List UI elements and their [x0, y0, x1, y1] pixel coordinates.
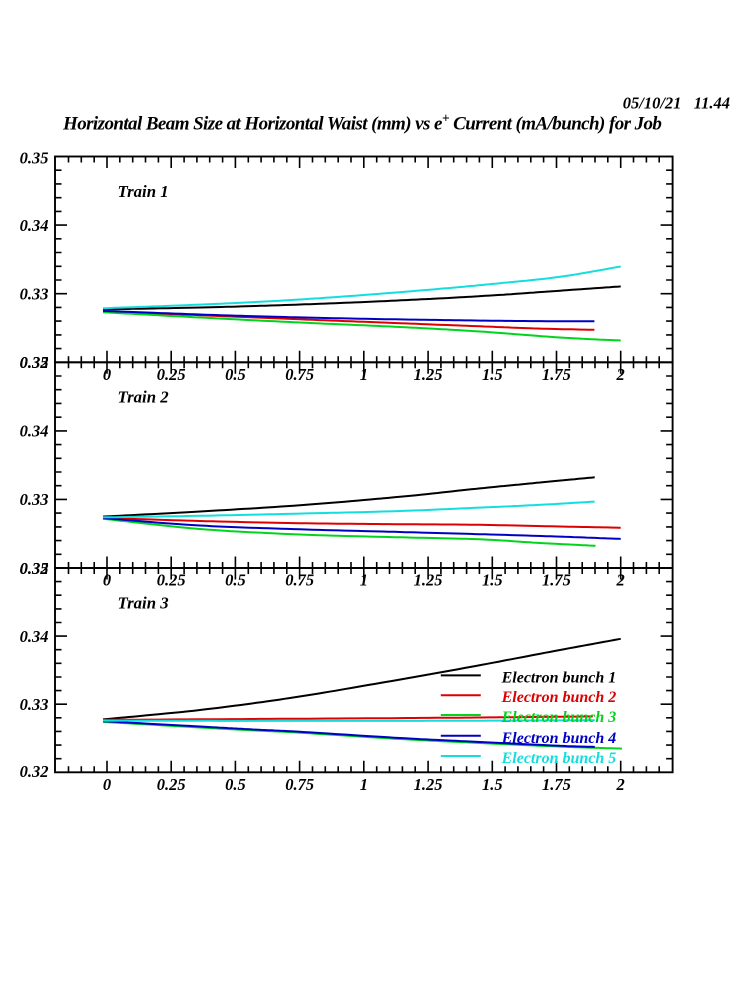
svg-text:0.35: 0.35: [20, 148, 49, 167]
svg-text:1: 1: [360, 775, 368, 794]
svg-text:0.34: 0.34: [20, 422, 49, 441]
svg-text:Electron bunch 2: Electron bunch 2: [501, 689, 617, 706]
svg-text:Horizontal Beam Size at Horizo: Horizontal Beam Size at Horizontal Waist…: [62, 110, 661, 134]
svg-text:1.25: 1.25: [414, 571, 443, 590]
svg-text:0: 0: [103, 775, 111, 794]
svg-text:Train 2: Train 2: [118, 388, 169, 407]
svg-text:0.75: 0.75: [285, 365, 314, 384]
svg-text:0.75: 0.75: [285, 571, 314, 590]
svg-text:Electron bunch 1: Electron bunch 1: [501, 669, 617, 686]
svg-text:1.5: 1.5: [482, 571, 503, 590]
svg-text:1.25: 1.25: [414, 365, 443, 384]
svg-text:05/10/21 11.44: 05/10/21 11.44: [623, 94, 730, 113]
svg-text:1.75: 1.75: [542, 775, 571, 794]
svg-text:0.35: 0.35: [20, 559, 49, 578]
svg-text:0.5: 0.5: [225, 365, 246, 384]
svg-text:0: 0: [103, 571, 111, 590]
svg-text:0.32: 0.32: [20, 762, 49, 781]
svg-text:0.34: 0.34: [20, 216, 49, 235]
svg-text:0.25: 0.25: [157, 775, 186, 794]
svg-text:0.5: 0.5: [225, 571, 246, 590]
svg-text:Electron bunch 5: Electron bunch 5: [501, 750, 617, 767]
svg-text:0.32: 0.32: [20, 559, 49, 578]
svg-text:2: 2: [616, 571, 625, 590]
svg-text:1: 1: [360, 571, 368, 590]
svg-text:0.34: 0.34: [20, 627, 49, 646]
svg-text:0.32: 0.32: [20, 353, 49, 372]
svg-text:0.33: 0.33: [20, 695, 49, 714]
svg-text:Electron bunch 4: Electron bunch 4: [501, 730, 617, 747]
svg-text:1.5: 1.5: [482, 365, 503, 384]
svg-text:0.35: 0.35: [20, 353, 49, 372]
svg-text:0.33: 0.33: [20, 490, 49, 509]
svg-text:0: 0: [103, 365, 111, 384]
svg-text:1.75: 1.75: [542, 571, 571, 590]
svg-text:Electron bunch 3: Electron bunch 3: [501, 709, 617, 726]
svg-text:0.33: 0.33: [20, 285, 49, 304]
svg-text:2: 2: [616, 365, 625, 384]
svg-text:0.25: 0.25: [157, 365, 186, 384]
svg-text:1.75: 1.75: [542, 365, 571, 384]
svg-text:0.75: 0.75: [285, 775, 314, 794]
svg-text:0.5: 0.5: [225, 775, 246, 794]
svg-text:Train 3: Train 3: [118, 593, 169, 612]
svg-text:Train 1: Train 1: [118, 182, 169, 201]
svg-text:1: 1: [360, 365, 368, 384]
svg-text:2: 2: [616, 775, 625, 794]
svg-text:1.5: 1.5: [482, 775, 503, 794]
svg-text:1.25: 1.25: [414, 775, 443, 794]
svg-text:0.25: 0.25: [157, 571, 186, 590]
